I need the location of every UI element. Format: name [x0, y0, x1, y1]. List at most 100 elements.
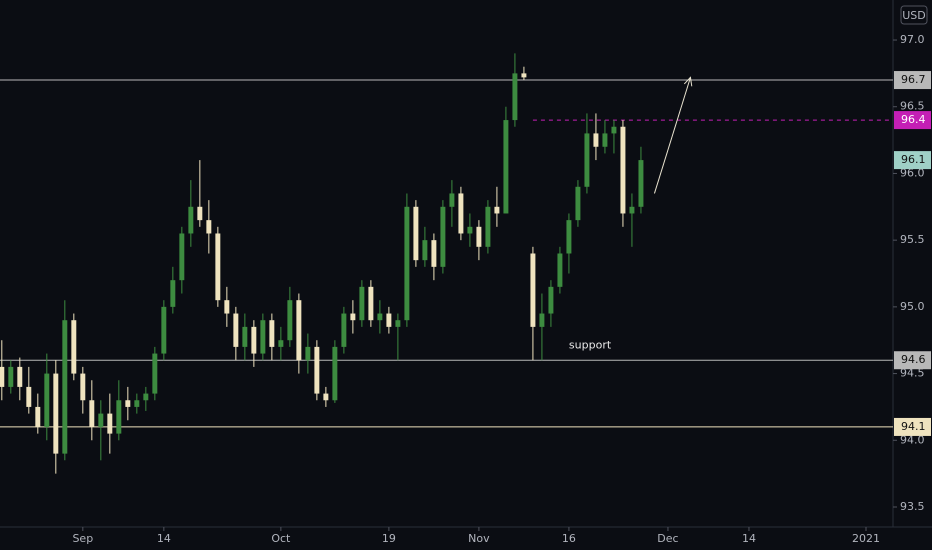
candle-body	[440, 206, 446, 267]
x-tick-label: 16	[562, 532, 576, 545]
candle-body	[62, 320, 68, 454]
y-tick-label: 94.0	[900, 433, 925, 446]
candle-body	[224, 300, 230, 314]
candle-body	[404, 206, 410, 321]
candle-body	[575, 186, 581, 221]
candle-body	[278, 340, 284, 347]
candle-body	[449, 193, 455, 207]
candle-body	[341, 313, 347, 347]
price-label: 96.4	[901, 113, 926, 126]
candle-body	[0, 366, 5, 387]
candle-body	[305, 346, 311, 361]
candle-body	[251, 326, 257, 354]
currency: USD	[902, 9, 926, 22]
candle-body	[620, 126, 626, 214]
x-tick-label: 19	[382, 532, 396, 545]
candle-body	[395, 320, 401, 327]
price-label-box	[894, 111, 931, 130]
candle-body	[386, 313, 392, 327]
x-tick-label: Dec	[657, 532, 678, 545]
candle-body	[107, 413, 113, 434]
x-tick-label: Sep	[72, 532, 93, 545]
price-label-box	[894, 351, 931, 370]
candle-body	[629, 206, 635, 214]
x-tick-label: 14	[157, 532, 171, 545]
candle-body	[611, 126, 617, 134]
x-tick-label: 2021	[852, 532, 880, 545]
candle-body	[314, 346, 320, 394]
candle-body	[377, 313, 383, 321]
candle-body	[143, 393, 149, 401]
price-label-box	[894, 151, 931, 170]
candle-body	[8, 366, 14, 387]
arrow-head	[683, 76, 693, 87]
candle-body	[287, 300, 293, 341]
candle-body	[98, 413, 104, 427]
candle-body	[170, 280, 176, 307]
candle-body	[548, 286, 554, 314]
y-tick-label: 97.0	[900, 33, 925, 46]
candle-body	[242, 326, 248, 347]
y-tick-label: 96.5	[900, 100, 925, 113]
candle-body	[521, 73, 527, 78]
candle-body	[260, 320, 266, 354]
candle-body	[197, 206, 203, 221]
candle-body	[188, 206, 194, 234]
price-label: 94.1	[901, 420, 926, 433]
candle-body	[584, 133, 590, 187]
candle-body	[233, 313, 239, 347]
candle-body	[206, 220, 212, 234]
candle-body	[53, 373, 59, 454]
candle-body	[368, 286, 374, 321]
price-label: 94.6	[901, 353, 926, 366]
y-tick-label: 93.5	[900, 500, 925, 513]
candle-body	[161, 306, 167, 354]
candle-body	[116, 400, 122, 434]
candle-body	[179, 233, 185, 281]
candle-body	[413, 206, 419, 261]
candle-body	[512, 73, 518, 121]
candle-body	[35, 406, 41, 427]
candle-body	[269, 320, 275, 347]
candle-body	[530, 253, 536, 327]
candle-body	[80, 373, 86, 401]
candle-body	[296, 300, 302, 361]
candle-body	[215, 233, 221, 301]
candle-body	[71, 320, 77, 374]
candle-body	[17, 366, 23, 387]
candle-body	[503, 120, 509, 214]
candle-body	[602, 133, 608, 147]
candle-body	[152, 353, 158, 394]
y-tick-label: 94.5	[900, 367, 925, 380]
candle-body	[557, 253, 563, 287]
candle-body	[350, 313, 356, 321]
arrow-line	[653, 77, 691, 194]
y-tick-label: 95.0	[900, 300, 925, 313]
candle-body	[494, 206, 500, 214]
candle-body	[539, 313, 545, 327]
price-label-box	[894, 71, 931, 90]
candle-body	[476, 226, 482, 247]
candle-body	[566, 220, 572, 254]
price-label-box	[894, 417, 931, 436]
candle-body	[26, 386, 32, 407]
candle-body	[323, 393, 329, 401]
x-tick-label: 14	[742, 532, 756, 545]
x-tick-label: Nov	[468, 532, 490, 545]
price-label: 96.1	[901, 153, 926, 166]
candle-body	[485, 206, 491, 247]
annotation: support	[569, 339, 612, 352]
y-tick-label: 95.5	[900, 233, 925, 246]
candle-body	[638, 160, 644, 207]
candle-body	[125, 400, 131, 407]
candle-body	[593, 133, 599, 147]
candle-body	[359, 286, 365, 321]
candle-body	[422, 240, 428, 261]
candle-body	[458, 193, 464, 234]
currency-box[interactable]	[900, 5, 928, 25]
candle-body	[431, 240, 437, 267]
candle-body	[44, 373, 50, 427]
price-label: 96.7	[901, 73, 926, 86]
